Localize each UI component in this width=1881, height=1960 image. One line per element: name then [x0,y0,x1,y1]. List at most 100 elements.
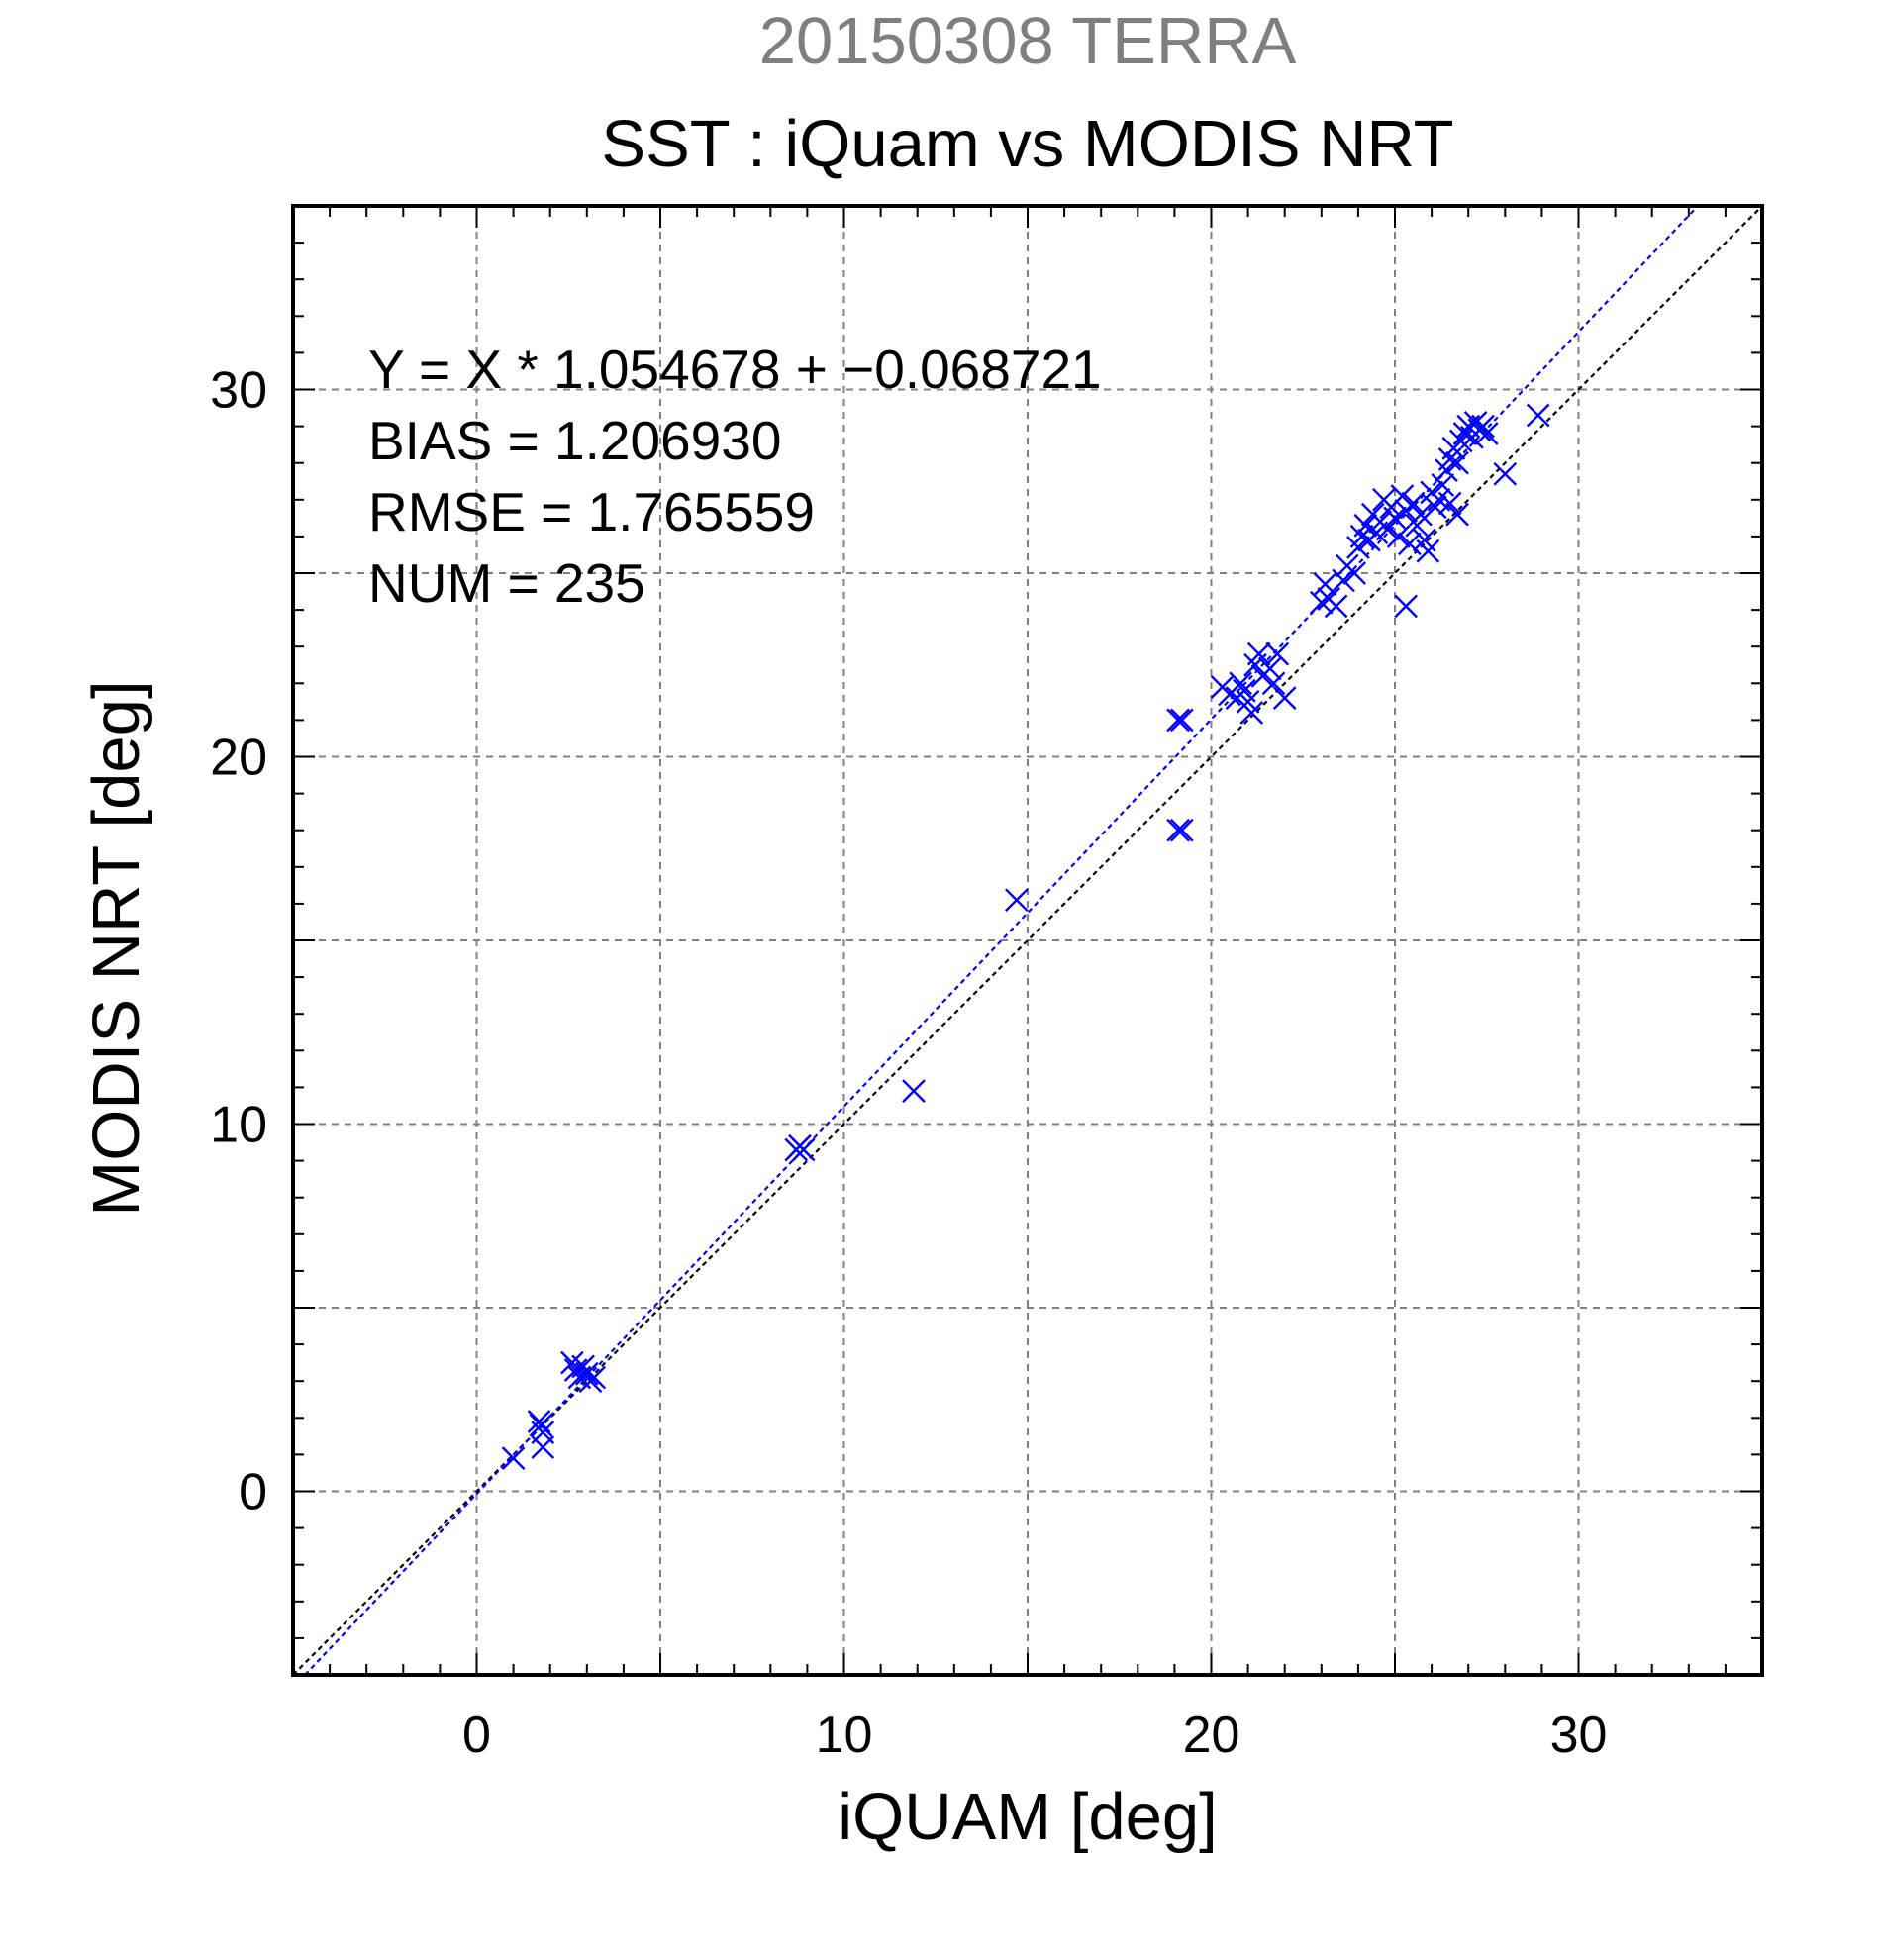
data-point-stroke [1526,403,1550,428]
data-point-stroke [1493,461,1518,486]
data-point-stroke [1166,818,1190,842]
data-point-stroke [527,1410,551,1433]
data-point-marker [1324,594,1348,619]
data-point-stroke [1423,495,1447,520]
data-point-stroke [1233,678,1256,703]
data-point-marker [574,1361,599,1386]
data-point-stroke [1265,641,1290,666]
data-point-marker [1437,491,1462,516]
data-point-stroke [1342,561,1367,585]
data-point-marker [902,1079,926,1103]
data-point-marker [1229,671,1253,696]
data-point-stroke [1390,484,1415,508]
data-point-stroke [1236,690,1260,714]
fit-equation-text: Y = X * 1.054678 + −0.068721 [368,339,1102,400]
data-point-marker [1493,461,1518,486]
data-point-stroke [1313,572,1337,596]
data-point-stroke [1229,671,1253,696]
identity-line [292,205,1763,1676]
data-point-stroke [1246,641,1271,666]
reference-lines [292,205,1763,1676]
data-point-stroke [1416,539,1440,563]
data-point-stroke [501,1446,526,1470]
chart-suptitle: 20150308 TERRA [759,4,1297,78]
data-point-stroke [1386,525,1411,548]
data-point-stroke [1445,450,1469,475]
data-point-stroke [1474,422,1499,445]
data-point-stroke [1005,888,1029,913]
data-point-stroke [1463,411,1488,435]
rmse-text: RMSE = 1.765559 [368,481,815,542]
data-point-marker [1397,532,1422,556]
y-axis-label: MODIS NRT [deg] [79,680,153,1216]
data-point-marker [1431,473,1455,497]
grid-lines [293,206,1762,1675]
data-point-stroke [1437,491,1462,516]
data-point-marker [1166,708,1190,733]
data-point-marker [1471,414,1495,439]
data-point-stroke [1332,568,1355,593]
data-point-marker [582,1365,607,1390]
data-point-marker [1166,818,1190,842]
y-tick-label: 20 [210,730,267,787]
data-point-stroke [1258,656,1282,681]
data-point-marker [1309,590,1334,615]
data-point-stroke [574,1361,599,1386]
data-point-stroke [531,1435,555,1459]
bias-text: BIAS = 1.206930 [368,410,781,471]
data-point-stroke [791,1137,816,1162]
regression-line [304,205,1699,1676]
data-point-stroke [1431,473,1455,497]
data-point-stroke [582,1365,607,1390]
data-point-marker [1394,594,1418,619]
data-point-marker [1332,568,1355,593]
data-point-stroke [1324,594,1348,619]
chart-title: SST : iQuam vs MODIS NRT [601,107,1453,181]
data-point-stroke [1261,671,1286,696]
data-point-marker [1239,701,1264,725]
data-point-marker [1383,506,1407,531]
data-point-marker [1342,561,1367,585]
data-point-stroke [1309,590,1334,615]
data-point-stroke [1375,517,1400,541]
data-point-stroke [1401,491,1426,516]
data-point-marker [1272,686,1297,710]
data-point-marker [1261,671,1286,696]
data-point-marker [791,1137,816,1162]
statistics-annotation: Y = X * 1.054678 + −0.068721 BIAS = 1.20… [368,339,1102,614]
data-point-marker [1474,422,1499,445]
data-point-marker [1265,641,1290,666]
data-point-stroke [1427,487,1451,512]
data-point-marker [1258,656,1282,681]
data-point-marker [1401,491,1426,516]
data-point-stroke [1383,506,1407,531]
data-point-stroke [902,1079,926,1103]
data-point-stroke [560,1350,584,1375]
data-point-marker [1409,502,1433,527]
data-point-marker [1390,484,1415,508]
data-point-marker [1445,502,1469,527]
data-point-marker [1416,539,1440,563]
data-point-stroke [1272,686,1297,710]
data-point-marker [1005,888,1029,913]
data-point-stroke [563,1358,588,1382]
count-text: NUM = 235 [368,552,645,614]
x-tick-label: 10 [816,1707,873,1764]
data-point-marker [1375,517,1400,541]
x-tick-label: 30 [1550,1707,1608,1764]
data-point-stroke [1239,701,1264,725]
data-point-marker [1169,818,1194,842]
data-point-marker [1423,495,1447,520]
data-point-marker [1386,525,1411,548]
y-tick-label: 10 [210,1097,267,1154]
data-point-marker [1313,572,1337,596]
data-point-stroke [1394,594,1418,619]
data-point-stroke [1169,708,1194,733]
data-point-marker [1169,708,1194,733]
data-point-stroke [1166,708,1190,733]
data-point-stroke [1397,532,1422,556]
data-point-stroke [1169,818,1194,842]
x-axis-label: iQUAM [deg] [838,1780,1218,1854]
